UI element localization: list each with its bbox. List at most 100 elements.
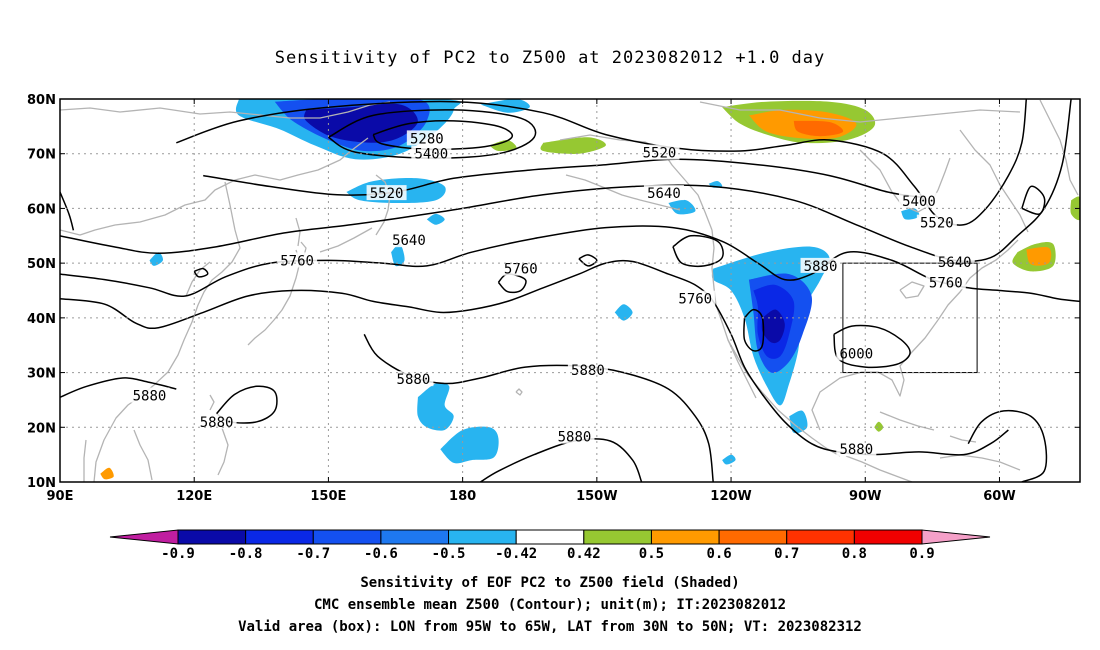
colorbar-label: -0.5: [432, 546, 466, 562]
sensitivity-patch: [417, 382, 454, 431]
contour-label-bg: [836, 441, 877, 457]
colorbar-label: 0.9: [909, 546, 934, 562]
colorbar-box: [583, 529, 652, 545]
grid-lines: [60, 99, 1080, 482]
contour-label-bg: [406, 130, 447, 146]
sensitivity-patch: [667, 199, 696, 215]
chart-title: Sensitivity of PC2 to Z500 at 2023082012…: [274, 48, 826, 68]
lat-tick-label: 30N: [27, 367, 56, 382]
lat-tick-label: 10N: [27, 476, 56, 491]
contour-line-5520: [60, 191, 75, 231]
contour-label: 5640: [392, 233, 426, 249]
lat-tick-label: 60N: [27, 202, 56, 217]
lon-tick-label: 150W: [576, 489, 617, 504]
contour-line-5880: [967, 409, 1048, 482]
colorbar-label: -0.6: [364, 546, 398, 562]
valid-area-box: [842, 262, 978, 374]
contour-label-bg: [500, 260, 541, 276]
sensitivity-patch: [304, 103, 418, 143]
contour-label-bg: [277, 252, 318, 268]
contour-line-6000: [833, 324, 911, 369]
colorbar-label: -0.8: [229, 546, 263, 562]
colorbar-label: 0.7: [774, 546, 799, 562]
caption-contour: CMC ensemble mean Z500 (Contour); unit(m…: [313, 597, 786, 613]
colorbar-right-arrow: [921, 529, 991, 545]
contour-line-5880: [60, 377, 177, 398]
contour-line-5760: [193, 267, 209, 278]
contour-line-5880: [363, 333, 714, 482]
colorbar-box: [853, 529, 923, 545]
contour-label: 5760: [678, 292, 712, 308]
contour-label-bg: [554, 428, 595, 444]
sensitivity-patch: [489, 139, 517, 152]
lon-tick-label: 90E: [47, 489, 74, 504]
contour-label-bg: [411, 145, 452, 161]
caption-shading: Sensitivity of EOF PC2 to Z500 field (Sh…: [360, 575, 740, 591]
contour-line-5640: [672, 234, 724, 268]
contour-label: 5880: [200, 415, 234, 431]
colorbar-label: 0.8: [842, 546, 867, 562]
contour-line-5400: [327, 109, 537, 159]
contour-label: 5880: [397, 372, 431, 388]
contour-line-5760: [578, 254, 598, 267]
sensitivity-patch: [614, 304, 633, 321]
colorbar-box: [177, 529, 247, 545]
sensitivity-patch: [100, 467, 114, 480]
colorbar-label: 0.6: [706, 546, 731, 562]
colorbar-label: 0.5: [639, 546, 664, 562]
sensitivity-patch: [426, 213, 445, 225]
colorbar-left-arrow: [109, 529, 179, 545]
sensitivity-patch: [391, 243, 405, 267]
contour-label: 5520: [643, 146, 677, 162]
colorbar-box: [380, 529, 450, 545]
colorbar-box: [650, 529, 720, 545]
contour-label: 5880: [804, 259, 838, 275]
contour-label-bg: [639, 144, 680, 160]
contour-label-bg: [934, 254, 975, 270]
colorbar: -0.9 -0.8 -0.7 -0.6 -0.5 -0.42 0.42 0.5 0.6 0.7 0.…: [109, 529, 991, 562]
contour-label-bg: [800, 257, 841, 273]
contour-label: 5880: [133, 389, 167, 405]
lat-tick-label: 40N: [27, 312, 56, 327]
colorbar-label: 0.42: [567, 546, 601, 562]
colorbar-box: [786, 529, 855, 545]
coastlines: [60, 99, 1079, 482]
lon-tick-label: 60W: [983, 489, 1015, 504]
contour-label-bg: [388, 232, 429, 248]
contour-label: 5880: [558, 430, 592, 446]
contour-label: 5280: [410, 131, 444, 147]
contour-label-bg: [196, 413, 237, 429]
contour-label-bg: [567, 361, 608, 377]
lon-tick-label: 90W: [849, 489, 881, 504]
contour-label: 5520: [370, 186, 404, 202]
contour-label: 5880: [571, 363, 605, 379]
colorbar-box: [448, 529, 517, 545]
contour-label-bg: [898, 192, 939, 208]
colorbar-label: -0.7: [296, 546, 330, 562]
plot-frame: [59, 98, 1081, 483]
sensitivity-patch: [540, 137, 606, 154]
lon-tick-label: 120E: [176, 489, 212, 504]
contour-line-5280: [372, 120, 514, 151]
contour-label-bg: [675, 290, 716, 306]
sensitivity-patch: [793, 120, 844, 137]
contour-label: 5760: [929, 275, 963, 291]
contour-label: 5640: [647, 186, 681, 202]
contour-label: 5760: [280, 253, 314, 269]
contour-label-bg: [129, 387, 170, 403]
lat-tick-label: 80N: [27, 93, 56, 108]
lat-tick-label: 70N: [27, 148, 56, 163]
contour-line-5880: [743, 308, 765, 352]
colorbar-label: -0.9: [161, 546, 195, 562]
sensitivity-patch: [149, 252, 164, 266]
contour-label: 6000: [839, 346, 873, 362]
lon-tick-label: 180: [449, 489, 476, 504]
contour-label-bg: [366, 185, 407, 201]
contour-line-5520: [176, 99, 1028, 226]
sensitivity-patch: [874, 421, 884, 432]
contour-line-5760: [60, 225, 1080, 303]
lon-tick-label: 120W: [710, 489, 751, 504]
